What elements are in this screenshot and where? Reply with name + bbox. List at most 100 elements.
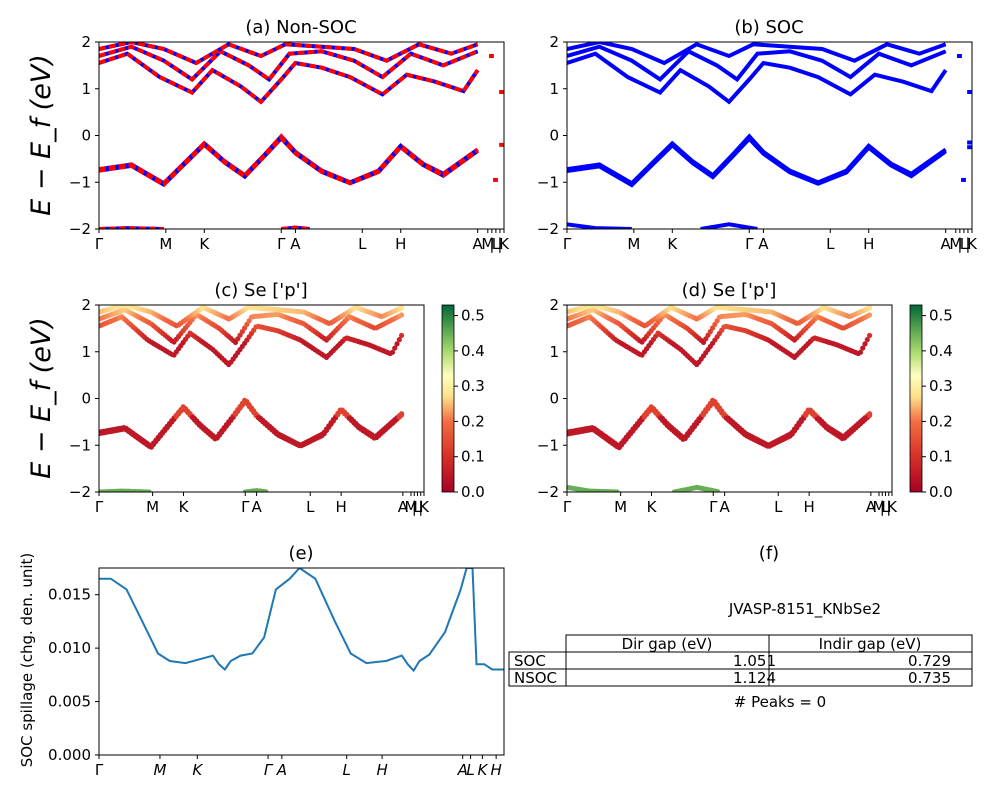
panel-e-ytick-label: 0.015 xyxy=(48,586,91,604)
panel-e-ytick-label: 0.010 xyxy=(48,639,91,657)
colorbar-tick-label: 0.5 xyxy=(461,307,485,325)
colorbar-tick-label: 0.2 xyxy=(461,412,485,430)
nonsoc-band xyxy=(99,51,480,105)
projected-point xyxy=(146,489,152,492)
panel-d-xtick-label: M xyxy=(614,498,627,516)
panel-b-xtick-label: A xyxy=(941,235,952,253)
panel-a-xtick-label: L xyxy=(492,235,501,253)
panel-a-xtick-label: H xyxy=(395,235,406,253)
soc-band xyxy=(567,51,948,105)
row-soc-indir: 0.729 xyxy=(908,652,951,670)
projected-point xyxy=(263,489,269,492)
panel-b-ytick-label: 1 xyxy=(549,80,559,98)
peaks-count: # Peaks = 0 xyxy=(734,693,826,711)
panel-d-xtick-label: L xyxy=(774,498,783,516)
panel-d-ytick-label: 1 xyxy=(549,343,559,361)
panel-e-frame xyxy=(98,567,505,756)
panel-b-bands xyxy=(567,42,972,229)
panel-c-xtick-label: | xyxy=(412,498,417,516)
panel-e-xtick-label: Γ xyxy=(95,761,104,779)
header-indir: Indir gap (eV) xyxy=(819,635,922,653)
panel-c-frame xyxy=(98,304,425,493)
panel-c-ytick-label: −2 xyxy=(69,483,91,501)
panel-a-ytick-label: −1 xyxy=(69,173,91,191)
panel-c-xtick-label: Γ xyxy=(241,498,250,516)
soc-band xyxy=(567,44,947,83)
row-nsoc-dir: 1.124 xyxy=(733,669,776,687)
panel-e-xtick-label: K xyxy=(192,761,203,779)
panel-d-xtick-label: K xyxy=(887,498,898,516)
panel-e-xtick-label: A xyxy=(276,761,287,779)
panel-c-xtick-label: Γ xyxy=(95,498,104,516)
colorbar-d xyxy=(909,304,923,493)
panel-b-xtick-label: M xyxy=(949,235,962,253)
panel-d-xtick-label: | xyxy=(886,498,891,516)
row-soc-label: SOC xyxy=(514,652,546,670)
panel-a-title: (a) Non-SOC xyxy=(245,17,356,38)
colorbar-tick-label: 0.3 xyxy=(929,377,953,395)
panel-a-ytick-label: 1 xyxy=(81,80,91,98)
projected-point xyxy=(866,412,873,419)
panel-b-xtick-label: A xyxy=(758,235,769,253)
projected-point xyxy=(860,345,866,351)
spillage-line xyxy=(99,568,504,673)
panel-d-xtick-label: A xyxy=(719,498,730,516)
panel-b-xtick-label: | xyxy=(957,235,962,253)
colorbar-tick-label: 0.3 xyxy=(461,377,485,395)
panel-c-ytick-label: 0 xyxy=(81,390,91,408)
colorbar-tick-label: 0.2 xyxy=(929,412,953,430)
panel-e-xtick-label: L xyxy=(343,761,351,779)
panel-e-lines xyxy=(99,568,504,673)
energy-ylabel-c: E − E_f (eV) xyxy=(26,317,57,479)
projected-point xyxy=(866,312,873,318)
soc-band xyxy=(700,222,758,229)
panel-a-xtick-label: A xyxy=(290,235,301,253)
panel-e-xtick-label: A xyxy=(457,761,468,779)
gap-table: JVASP-8151_KNbSe2 Dir gap (eV) Indir gap… xyxy=(508,600,973,711)
panel-d-ytick-label: −1 xyxy=(537,436,559,454)
panel-a-ytick-label: −2 xyxy=(69,220,91,238)
panel-e-title: (e) xyxy=(288,543,313,564)
panel-c-ytick-label: 1 xyxy=(81,343,91,361)
spillage-ylabel: SOC spillage (chg. den. unit) xyxy=(18,553,36,768)
panel-a-xtick-label: K xyxy=(199,235,210,253)
colorbar-tick-label: 0.1 xyxy=(929,448,953,466)
panel-d-xtick-label: Γ xyxy=(563,498,572,516)
colorbar-tick-label: 0.5 xyxy=(929,307,953,325)
panel-b-xtick-label: L xyxy=(960,235,969,253)
panel-b-ytick-label: 0 xyxy=(549,127,559,145)
soc-band xyxy=(567,42,947,66)
panel-d-ytick-label: 2 xyxy=(549,296,559,314)
panel-a-ytick-label: 2 xyxy=(81,33,91,51)
panel-a-xtick-label: | xyxy=(489,235,494,253)
panel-c-xtick-label: M xyxy=(146,498,159,516)
soc-band xyxy=(567,222,632,229)
row-nsoc-indir: 0.735 xyxy=(908,669,951,687)
panel-a-xtick-label: M xyxy=(481,235,494,253)
row-soc-dir: 1.051 xyxy=(733,652,776,670)
projected-point xyxy=(862,341,868,347)
panel-c-xtick-label: | xyxy=(418,498,423,516)
projected-point xyxy=(396,337,402,343)
panel-d-ytick-label: 0 xyxy=(549,390,559,408)
panel-e-xtick-label: K xyxy=(477,761,488,779)
panel-f-title: (f) xyxy=(759,543,779,564)
colorbar-tick-label: 0.0 xyxy=(929,483,953,501)
panel-b-xtick-label: Γ xyxy=(563,235,572,253)
panel-b-xtick-label: | xyxy=(965,235,970,253)
panel-b-xtick-label: Γ xyxy=(745,235,754,253)
panel-b-xtick-label: M xyxy=(627,235,640,253)
panel-a-ytick-label: 0 xyxy=(81,127,91,145)
projected-point xyxy=(398,312,405,318)
panel-b-frame xyxy=(566,41,973,230)
panel-a-xtick-label: K xyxy=(499,235,510,253)
panel-c-xtick-label: A xyxy=(251,498,262,516)
colorbar-tick-label: 0.0 xyxy=(461,483,485,501)
panel-e-ytick-label: 0.000 xyxy=(48,746,91,764)
panel-c-title: (c) Se ['p'] xyxy=(214,280,307,301)
panel-c-ytick-label: −1 xyxy=(69,436,91,454)
panel-d-xtick-label: Γ xyxy=(709,498,718,516)
panel-d-xtick-label: L xyxy=(881,498,890,516)
projected-point xyxy=(398,332,405,339)
